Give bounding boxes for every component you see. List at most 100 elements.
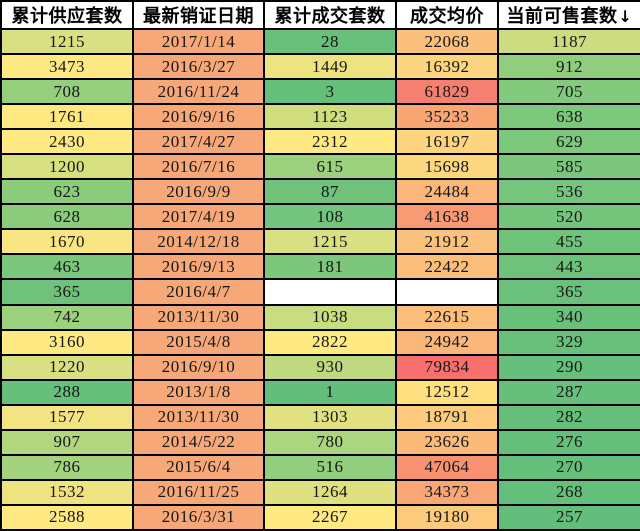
- cell-avg-price[interactable]: [395, 278, 499, 306]
- cell-supply-total[interactable]: 3160: [0, 328, 134, 356]
- cell-avg-price[interactable]: 19180: [395, 503, 499, 531]
- cell-avg-price[interactable]: 24484: [395, 178, 499, 206]
- cell-avg-price[interactable]: 22068: [395, 27, 499, 56]
- cell-supply-total[interactable]: 708: [0, 78, 134, 106]
- cell-supply-total[interactable]: 2430: [0, 128, 134, 156]
- cell-sold-total[interactable]: 2267: [263, 503, 397, 531]
- cell-sold-total[interactable]: 516: [263, 453, 397, 481]
- cell-avg-price[interactable]: 16197: [395, 128, 499, 156]
- col-header-available-now[interactable]: 当前可售套数↓: [497, 0, 640, 30]
- col-header-supply-total[interactable]: 累计供应套数: [0, 0, 134, 30]
- cell-avg-price[interactable]: 12512: [395, 378, 499, 406]
- cell-avg-price[interactable]: 21912: [395, 228, 499, 256]
- cell-latest-permit-date[interactable]: 2014/5/22: [132, 428, 265, 456]
- cell-available-now[interactable]: 705: [497, 78, 640, 106]
- cell-available-now[interactable]: 585: [497, 153, 640, 181]
- cell-avg-price[interactable]: 35233: [395, 103, 499, 131]
- cell-latest-permit-date[interactable]: 2015/4/8: [132, 328, 265, 356]
- cell-latest-permit-date[interactable]: 2017/4/27: [132, 128, 265, 156]
- cell-latest-permit-date[interactable]: 2016/3/27: [132, 53, 265, 81]
- cell-latest-permit-date[interactable]: 2017/1/14: [132, 27, 265, 56]
- cell-avg-price[interactable]: 34373: [395, 478, 499, 506]
- cell-available-now[interactable]: 340: [497, 303, 640, 331]
- col-header-sold-total[interactable]: 累计成交套数: [263, 0, 397, 30]
- cell-sold-total[interactable]: [263, 278, 397, 306]
- cell-latest-permit-date[interactable]: 2015/6/4: [132, 453, 265, 481]
- cell-sold-total[interactable]: 780: [263, 428, 397, 456]
- col-header-latest-permit-date[interactable]: 最新销证日期: [132, 0, 265, 30]
- cell-available-now[interactable]: 290: [497, 353, 640, 381]
- cell-supply-total[interactable]: 1670: [0, 228, 134, 256]
- cell-supply-total[interactable]: 463: [0, 253, 134, 281]
- cell-latest-permit-date[interactable]: 2013/1/8: [132, 378, 265, 406]
- cell-available-now[interactable]: 287: [497, 378, 640, 406]
- cell-latest-permit-date[interactable]: 2016/9/10: [132, 353, 265, 381]
- cell-latest-permit-date[interactable]: 2016/7/16: [132, 153, 265, 181]
- col-header-avg-price[interactable]: 成交均价: [395, 0, 499, 30]
- cell-avg-price[interactable]: 18791: [395, 403, 499, 431]
- cell-supply-total[interactable]: 1577: [0, 403, 134, 431]
- cell-available-now[interactable]: 365: [497, 278, 640, 306]
- cell-available-now[interactable]: 282: [497, 403, 640, 431]
- cell-available-now[interactable]: 520: [497, 203, 640, 231]
- cell-supply-total[interactable]: 907: [0, 428, 134, 456]
- cell-supply-total[interactable]: 628: [0, 203, 134, 231]
- cell-avg-price[interactable]: 15698: [395, 153, 499, 181]
- cell-sold-total[interactable]: 1303: [263, 403, 397, 431]
- cell-avg-price[interactable]: 61829: [395, 78, 499, 106]
- cell-latest-permit-date[interactable]: 2016/11/25: [132, 478, 265, 506]
- cell-sold-total[interactable]: 87: [263, 178, 397, 206]
- cell-avg-price[interactable]: 41638: [395, 203, 499, 231]
- cell-avg-price[interactable]: 79834: [395, 353, 499, 381]
- cell-latest-permit-date[interactable]: 2013/11/30: [132, 403, 265, 431]
- cell-supply-total[interactable]: 1215: [0, 27, 134, 56]
- cell-sold-total[interactable]: 3: [263, 78, 397, 106]
- cell-supply-total[interactable]: 1200: [0, 153, 134, 181]
- cell-sold-total[interactable]: 1: [263, 378, 397, 406]
- cell-latest-permit-date[interactable]: 2017/4/19: [132, 203, 265, 231]
- cell-latest-permit-date[interactable]: 2014/12/18: [132, 228, 265, 256]
- cell-avg-price[interactable]: 24942: [395, 328, 499, 356]
- cell-supply-total[interactable]: 623: [0, 178, 134, 206]
- cell-supply-total[interactable]: 2588: [0, 503, 134, 531]
- cell-latest-permit-date[interactable]: 2013/11/30: [132, 303, 265, 331]
- cell-sold-total[interactable]: 2822: [263, 328, 397, 356]
- cell-latest-permit-date[interactable]: 2016/4/7: [132, 278, 265, 306]
- cell-sold-total[interactable]: 28: [263, 27, 397, 56]
- cell-supply-total[interactable]: 742: [0, 303, 134, 331]
- cell-available-now[interactable]: 629: [497, 128, 640, 156]
- cell-latest-permit-date[interactable]: 2016/9/13: [132, 253, 265, 281]
- cell-available-now[interactable]: 270: [497, 453, 640, 481]
- cell-supply-total[interactable]: 3473: [0, 53, 134, 81]
- cell-avg-price[interactable]: 47064: [395, 453, 499, 481]
- cell-available-now[interactable]: 257: [497, 503, 640, 531]
- cell-available-now[interactable]: 455: [497, 228, 640, 256]
- cell-latest-permit-date[interactable]: 2016/11/24: [132, 78, 265, 106]
- cell-avg-price[interactable]: 22615: [395, 303, 499, 331]
- cell-sold-total[interactable]: 1215: [263, 228, 397, 256]
- cell-sold-total[interactable]: 181: [263, 253, 397, 281]
- cell-sold-total[interactable]: 1038: [263, 303, 397, 331]
- cell-avg-price[interactable]: 16392: [395, 53, 499, 81]
- cell-available-now[interactable]: 1187: [497, 27, 640, 56]
- cell-sold-total[interactable]: 1264: [263, 478, 397, 506]
- cell-sold-total[interactable]: 1449: [263, 53, 397, 81]
- cell-available-now[interactable]: 329: [497, 328, 640, 356]
- cell-available-now[interactable]: 536: [497, 178, 640, 206]
- cell-sold-total[interactable]: 615: [263, 153, 397, 181]
- cell-supply-total[interactable]: 1761: [0, 103, 134, 131]
- cell-latest-permit-date[interactable]: 2016/3/31: [132, 503, 265, 531]
- cell-available-now[interactable]: 638: [497, 103, 640, 131]
- cell-avg-price[interactable]: 22422: [395, 253, 499, 281]
- cell-supply-total[interactable]: 1220: [0, 353, 134, 381]
- cell-sold-total[interactable]: 2312: [263, 128, 397, 156]
- cell-supply-total[interactable]: 1532: [0, 478, 134, 506]
- cell-supply-total[interactable]: 365: [0, 278, 134, 306]
- cell-available-now[interactable]: 276: [497, 428, 640, 456]
- cell-latest-permit-date[interactable]: 2016/9/16: [132, 103, 265, 131]
- cell-sold-total[interactable]: 930: [263, 353, 397, 381]
- cell-supply-total[interactable]: 288: [0, 378, 134, 406]
- cell-available-now[interactable]: 912: [497, 53, 640, 81]
- sort-descending-icon[interactable]: ↓: [618, 7, 633, 26]
- cell-available-now[interactable]: 268: [497, 478, 640, 506]
